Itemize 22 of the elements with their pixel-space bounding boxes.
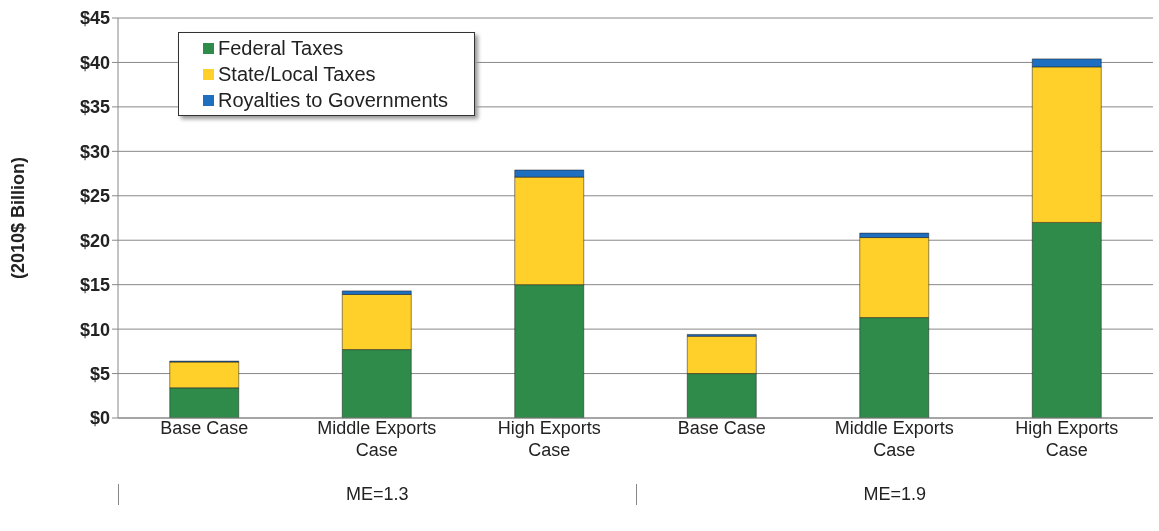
y-tick-label: $35 bbox=[79, 97, 110, 118]
y-tick-label: $45 bbox=[79, 8, 110, 29]
text: ME=1.9 bbox=[635, 484, 1153, 505]
y-tick-label: $5 bbox=[89, 363, 110, 384]
x-tick-label: High Exports Case bbox=[497, 418, 601, 460]
y-tick-label: $20 bbox=[79, 230, 110, 251]
x-tick-label: Middle Exports Case bbox=[834, 418, 954, 460]
y-axis-title: (2010$ Billion) bbox=[8, 156, 29, 280]
y-tick-label: $10 bbox=[79, 319, 110, 340]
y-tick-label: $25 bbox=[79, 186, 110, 207]
y-tick-label: $40 bbox=[79, 52, 110, 73]
y-tick-label: $30 bbox=[79, 141, 110, 162]
y-tick-label: $15 bbox=[79, 275, 110, 296]
y-tick-label: $0 bbox=[89, 408, 110, 429]
text: ME=1.3 bbox=[118, 484, 636, 505]
x-tick-label: High Exports Case bbox=[1015, 418, 1119, 460]
legend-label: Royalties to Governments bbox=[218, 88, 449, 113]
x-tick-label: Base Case bbox=[677, 418, 766, 438]
x-tick-label: Middle Exports Case bbox=[317, 418, 437, 460]
legend-label: Federal Taxes bbox=[218, 36, 344, 61]
x-tick-label: Base Case bbox=[160, 418, 249, 438]
legend-label: State/Local Taxes bbox=[218, 62, 376, 87]
